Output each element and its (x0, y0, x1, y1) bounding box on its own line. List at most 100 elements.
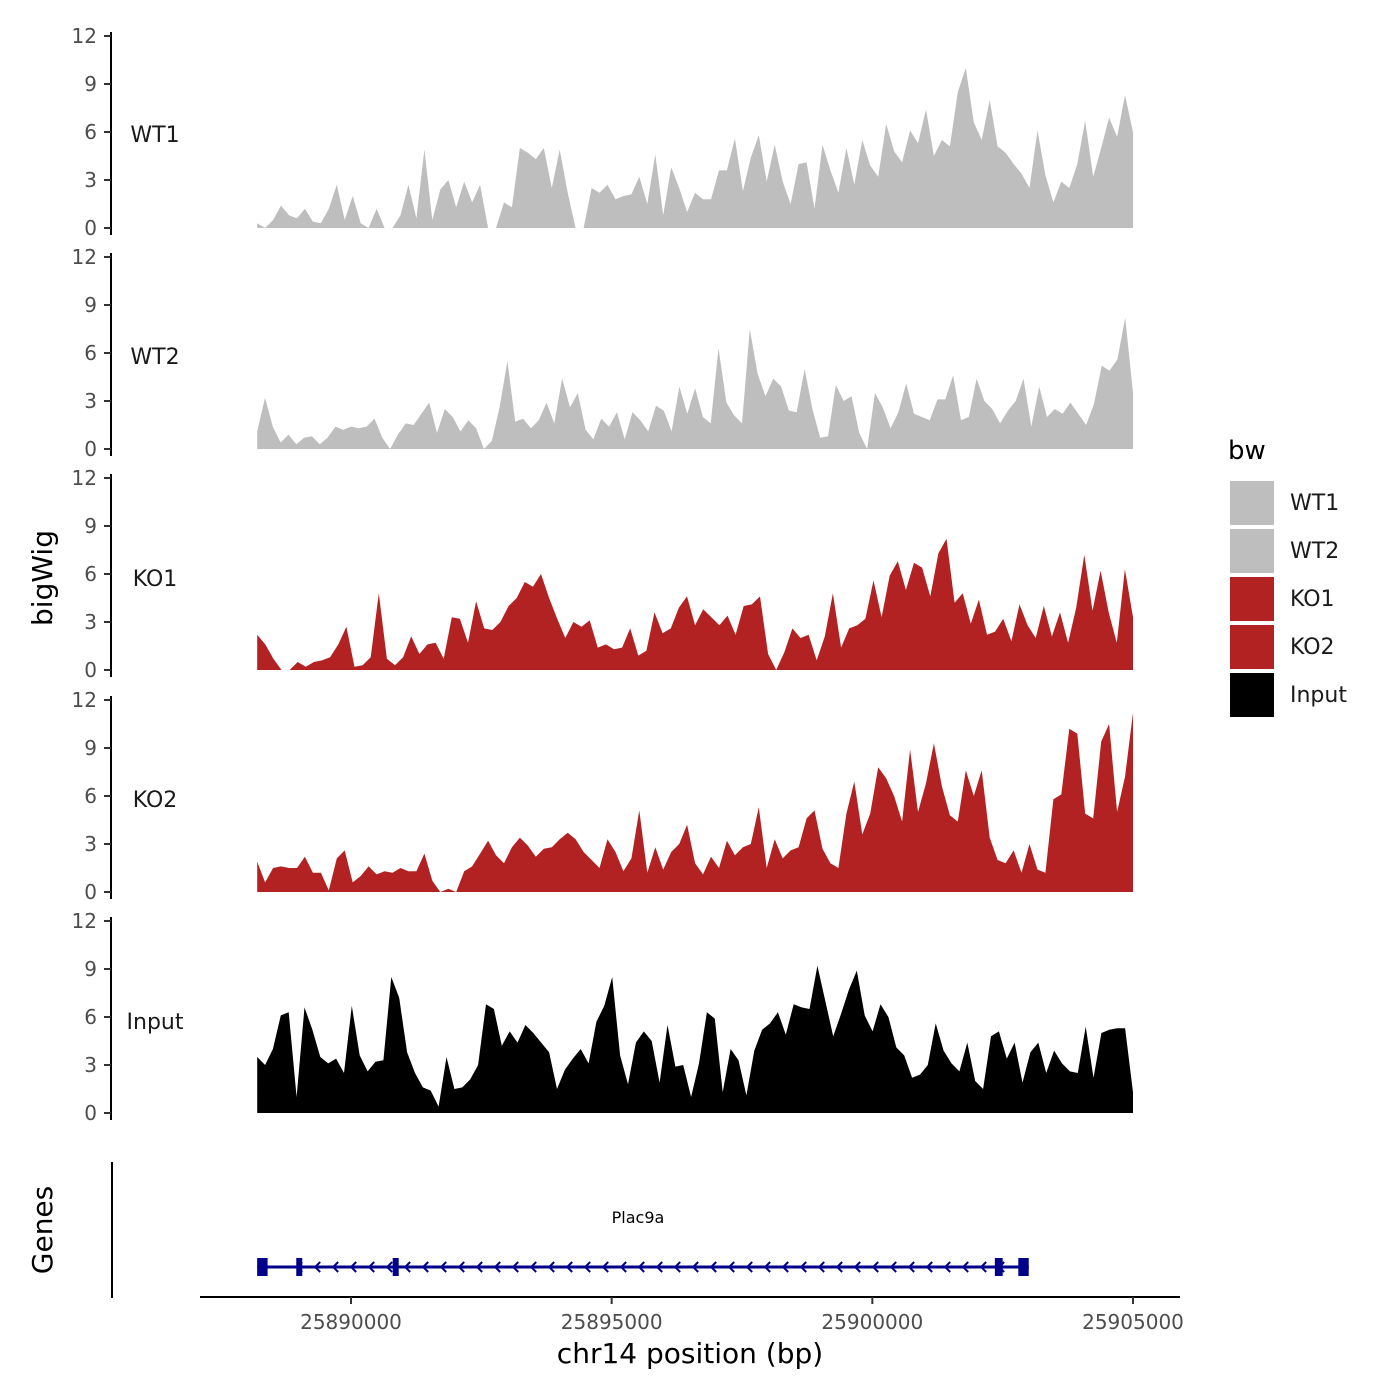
legend-title: bw (1228, 436, 1266, 466)
y-tick-label: 12 (72, 466, 97, 490)
legend-item-wt1: WT1 (1230, 481, 1339, 525)
gene-exon (1018, 1258, 1029, 1276)
strand-arrow (493, 1261, 501, 1273)
y-tick-label: 0 (84, 658, 97, 682)
y-tick-label: 0 (84, 437, 97, 461)
y-tick-label: 9 (84, 957, 97, 981)
y-tick-label: 6 (84, 562, 97, 586)
y-tick-label: 0 (84, 880, 97, 904)
track-label: WT1 (130, 123, 179, 148)
y-tick-label: 0 (84, 1101, 97, 1125)
strand-arrow (439, 1261, 447, 1273)
track-ko1: 0 3 6 9 12 KO1 (72, 466, 1133, 682)
track-wt1: 0 3 6 9 12 WT1 (72, 24, 1133, 240)
strand-arrow (619, 1261, 627, 1273)
strand-arrow (475, 1261, 483, 1273)
track-label: KO2 (133, 788, 178, 813)
x-axis-title: chr14 position (bp) (557, 1337, 823, 1370)
strand-arrow (853, 1261, 861, 1273)
y-tick-label: 3 (84, 1053, 97, 1077)
legend-swatch (1230, 577, 1274, 621)
y-tick-label: 6 (84, 120, 97, 144)
x-axis: 25890000 25895000 25900000 25905000 (200, 1296, 1184, 1334)
y-tick-label: 9 (84, 736, 97, 760)
legend-label: Input (1290, 683, 1347, 708)
strand-arrow (655, 1261, 663, 1273)
strand-arrow (457, 1261, 465, 1273)
gene-exon (392, 1258, 399, 1276)
gene-exon (296, 1258, 303, 1276)
strand-arrow (313, 1261, 321, 1273)
strand-arrow (511, 1261, 519, 1273)
strand-arrow (727, 1261, 735, 1273)
legend-item-ko1: KO1 (1230, 577, 1335, 621)
track-label: Input (127, 1010, 184, 1035)
y-tick-label: 6 (84, 784, 97, 808)
strand-arrow (799, 1261, 807, 1273)
strand-arrow (529, 1261, 537, 1273)
strand-arrow (637, 1261, 645, 1273)
signal-area-wt2 (257, 317, 1133, 449)
gene-exon (994, 1258, 1003, 1276)
y-tick-label: 9 (84, 72, 97, 96)
strand-arrow (709, 1261, 717, 1273)
legend-swatch (1230, 529, 1274, 573)
strand-arrow (691, 1261, 699, 1273)
strand-arrow (889, 1261, 897, 1273)
y-tick-label: 0 (84, 216, 97, 240)
legend: bw WT1 WT2 KO1 KO2 Input (1228, 436, 1347, 717)
signal-area-ko2 (257, 712, 1133, 892)
legend-item-input: Input (1230, 673, 1347, 717)
legend-swatch (1230, 481, 1274, 525)
strand-arrow (565, 1261, 573, 1273)
gene-model (257, 1258, 1029, 1276)
y-tick-label: 3 (84, 389, 97, 413)
x-tick-label: 25900000 (821, 1310, 923, 1334)
strand-arrow (979, 1261, 987, 1273)
y-tick-label: 12 (72, 245, 97, 269)
strand-arrow (583, 1261, 591, 1273)
track-label: KO1 (133, 567, 178, 592)
x-tick-label: 25905000 (1082, 1310, 1184, 1334)
strand-arrow (421, 1261, 429, 1273)
legend-label: KO2 (1290, 635, 1335, 660)
y-tick-label: 3 (84, 168, 97, 192)
track-ko2: 0 3 6 9 12 KO2 (72, 688, 1133, 904)
gene-exon (257, 1258, 268, 1276)
y-tick-label: 12 (72, 24, 97, 48)
signal-area-input (257, 965, 1133, 1113)
legend-label: KO1 (1290, 587, 1335, 612)
y-tick-label: 3 (84, 832, 97, 856)
y-tick-label: 12 (72, 688, 97, 712)
gene-panel-title: Genes (26, 1186, 59, 1274)
legend-item-ko2: KO2 (1230, 625, 1335, 669)
y-tick-label: 6 (84, 1005, 97, 1029)
legend-item-wt2: WT2 (1230, 529, 1339, 573)
strand-arrow (781, 1261, 789, 1273)
y-axis-title: bigWig (26, 530, 59, 626)
strand-arrow (403, 1261, 411, 1273)
legend-swatch (1230, 673, 1274, 717)
track-input: 0 3 6 9 12 Input (72, 909, 1133, 1125)
strand-arrow (601, 1261, 609, 1273)
y-tick-label: 3 (84, 610, 97, 634)
signal-area-ko1 (257, 538, 1133, 670)
x-tick-label: 25895000 (561, 1310, 663, 1334)
track-label: WT2 (130, 345, 179, 370)
strand-arrow (871, 1261, 879, 1273)
gene-panel: Genes Plac9a (26, 1162, 1029, 1298)
track-wt2: 0 3 6 9 12 WT2 (72, 245, 1133, 461)
y-tick-label: 9 (84, 293, 97, 317)
strand-arrow (907, 1261, 915, 1273)
legend-swatch (1230, 625, 1274, 669)
strand-arrow (547, 1261, 555, 1273)
y-tick-label: 12 (72, 909, 97, 933)
legend-label: WT1 (1290, 491, 1339, 516)
y-tick-label: 9 (84, 514, 97, 538)
strand-arrow (817, 1261, 825, 1273)
strand-arrow (331, 1261, 339, 1273)
strand-arrow (673, 1261, 681, 1273)
legend-label: WT2 (1290, 539, 1339, 564)
strand-arrow (943, 1261, 951, 1273)
